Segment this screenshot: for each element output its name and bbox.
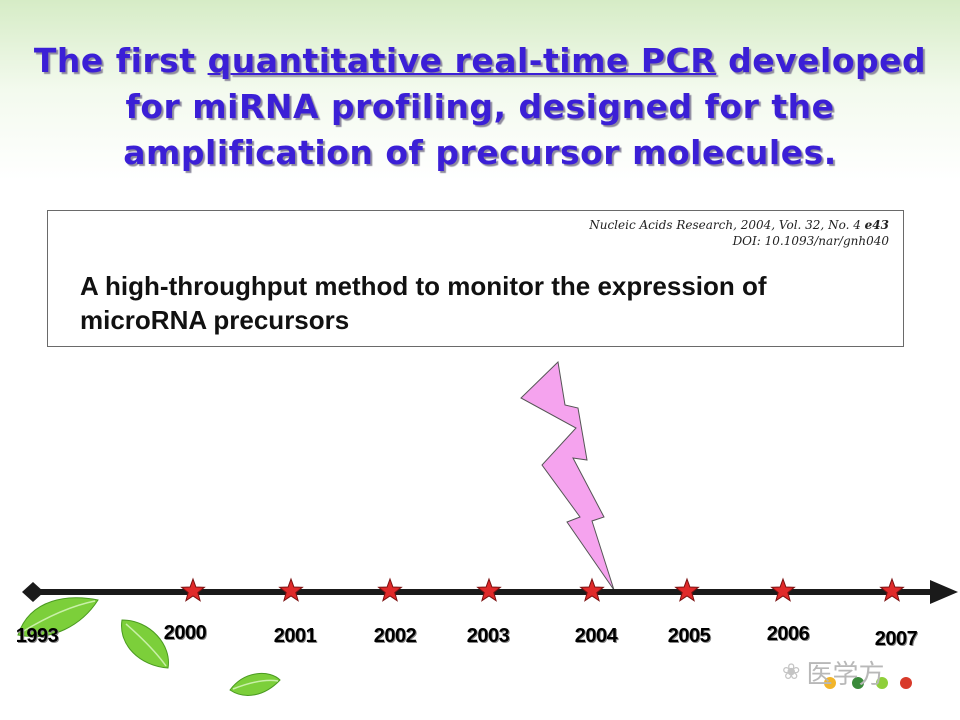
title-highlight: quantitative real-time PCR <box>207 41 717 80</box>
leaf-icon <box>121 619 169 669</box>
star-icon <box>377 577 403 602</box>
paper-title: A high-throughput method to monitor the … <box>80 271 767 335</box>
watermark-dot <box>824 677 836 689</box>
title-part1: The first <box>33 41 208 80</box>
citation-line1: Nucleic Acids Research, 2004, Vol. 32, N… <box>589 217 889 233</box>
lightning-bolt-icon <box>520 360 615 591</box>
wechat-icon: ❀ <box>782 659 801 685</box>
watermark-dot <box>876 677 888 689</box>
watermark-dot <box>900 677 912 689</box>
star-icon <box>770 577 796 602</box>
leaf-icon <box>17 597 99 637</box>
citation-article: e43 <box>864 218 889 232</box>
year-label-2000: 2000 <box>163 622 207 644</box>
watermark-dot <box>852 677 864 689</box>
slide-title: The first quantitative real-time PCR dev… <box>20 38 940 176</box>
star-icon <box>879 577 905 602</box>
paper-header-box: Nucleic Acids Research, 2004, Vol. 32, N… <box>47 210 904 347</box>
star-icon <box>278 577 304 602</box>
citation-journal: Nucleic Acids Research, 2004, Vol. 32, N… <box>589 218 865 232</box>
star-icon <box>579 577 605 602</box>
year-label-2001: 2001 <box>273 625 317 647</box>
year-label-2002: 2002 <box>373 625 417 647</box>
paper-citation: Nucleic Acids Research, 2004, Vol. 32, N… <box>589 217 889 249</box>
leaf-icon <box>229 672 281 696</box>
watermark: ❀ 医学方 <box>782 652 884 692</box>
star-icon <box>476 577 502 602</box>
year-label-2003: 2003 <box>466 625 510 647</box>
watermark-text: 医学方 <box>806 659 885 690</box>
citation-doi: DOI: 10.1093/nar/gnh040 <box>732 234 889 248</box>
year-label-2005: 2005 <box>667 625 711 647</box>
star-icon <box>180 577 206 602</box>
timeline-arrow-head <box>930 580 958 604</box>
year-label-2007: 2007 <box>874 628 918 650</box>
year-label-1993: 1993 <box>15 625 59 647</box>
year-label-2006: 2006 <box>766 623 810 645</box>
star-icon <box>674 577 700 602</box>
title-part2: developed for miRNA profiling, designed … <box>123 41 927 172</box>
year-label-2004: 2004 <box>574 625 618 647</box>
timeline-start-diamond <box>22 582 44 602</box>
